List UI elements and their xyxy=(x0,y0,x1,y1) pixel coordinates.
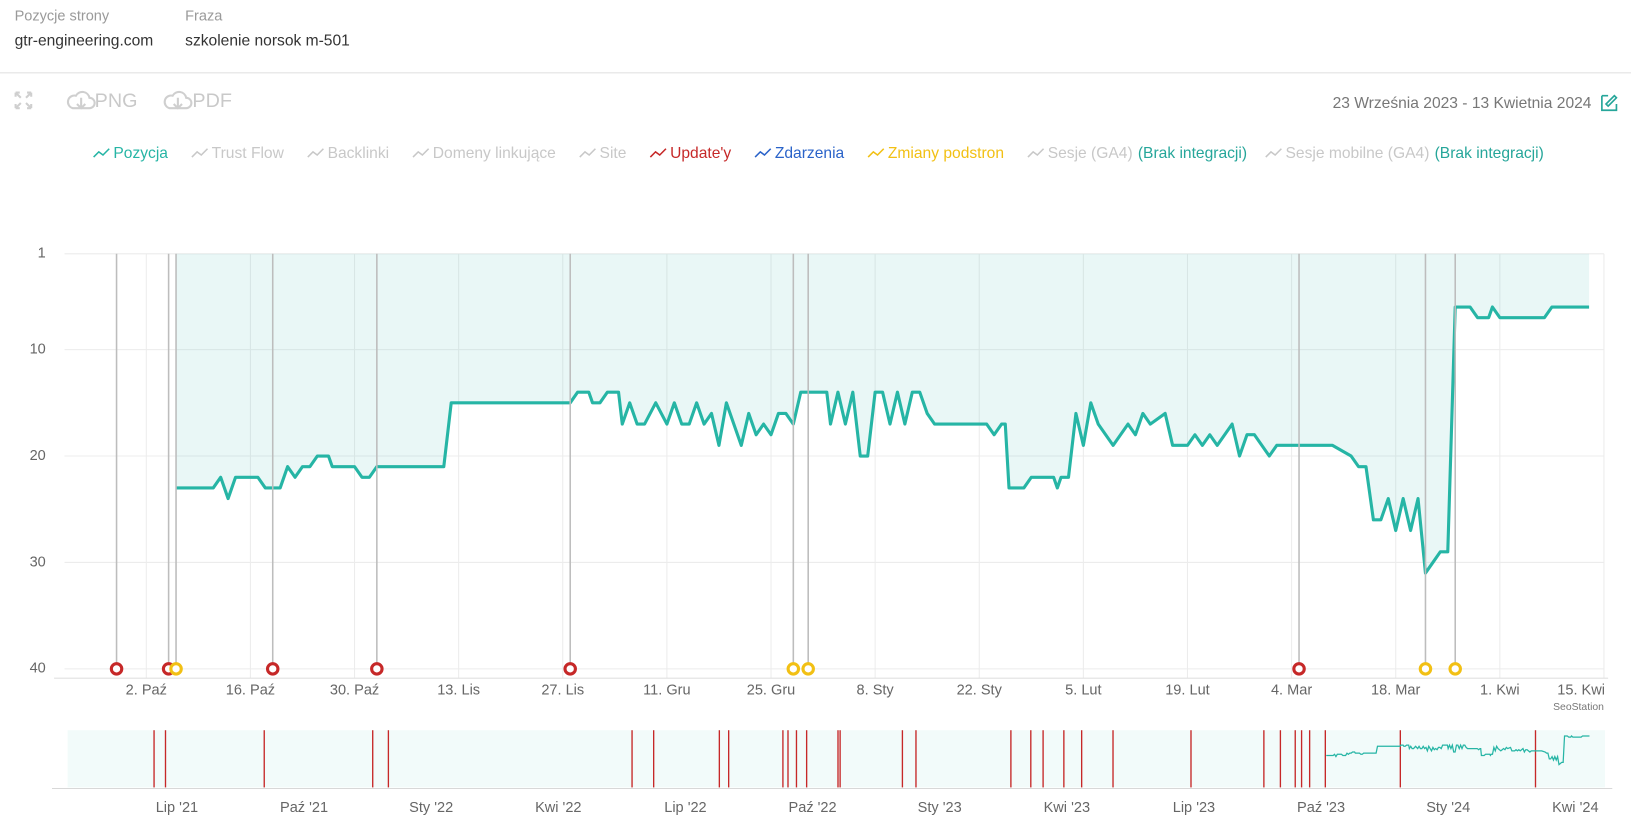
legend-label: Sesje (GA4) xyxy=(1048,145,1133,162)
date-range: 23 Września 2023 - 13 Kwietnia 2024 xyxy=(1333,95,1592,112)
button-label: PNG xyxy=(95,90,138,112)
event-marker[interactable] xyxy=(801,662,815,676)
navigator-tick-label: Paź '23 xyxy=(1297,800,1345,816)
fullscreen-icon[interactable] xyxy=(14,91,33,110)
button-label: PDF xyxy=(192,90,232,112)
y-tick-label: 40 xyxy=(30,661,46,677)
legend-label: Backlinki xyxy=(328,145,390,162)
legend-note: (Brak integracji) xyxy=(1435,145,1544,162)
event-marker[interactable] xyxy=(265,662,280,676)
legend-item[interactable]: Sesje (GA4) (Brak integracji) xyxy=(1027,145,1247,162)
x-tick-label: 18. Mar xyxy=(1371,683,1420,699)
credit: SeoStation xyxy=(1553,702,1604,713)
legend-icon xyxy=(93,148,110,158)
legend-label: Pozycja xyxy=(113,145,168,162)
event-marker[interactable] xyxy=(1418,662,1433,676)
legend-label: Zmiany podstron xyxy=(888,145,1004,162)
legend-item[interactable]: Sesje mobilne (GA4) (Brak integracji) xyxy=(1265,145,1544,162)
legend-note: (Brak integracji) xyxy=(1138,145,1247,162)
navigator-tick-label: Paź '21 xyxy=(280,800,328,816)
legend-icon xyxy=(412,148,430,158)
legend-icon xyxy=(1265,148,1282,158)
legend-label: Update'y xyxy=(670,145,731,162)
legend-icon xyxy=(307,148,324,158)
legend-label: Trust Flow xyxy=(212,145,285,162)
y-tick-label: 10 xyxy=(30,341,46,357)
cloud-icon xyxy=(163,90,193,110)
x-tick-label: 27. Lis xyxy=(541,683,584,699)
legend-icon xyxy=(649,148,667,158)
x-tick-label: 1. Kwi xyxy=(1480,683,1520,699)
pdf-button[interactable]: PDF xyxy=(163,90,232,112)
event-marker[interactable] xyxy=(786,662,801,676)
x-tick-label: 5. Lut xyxy=(1065,683,1101,699)
navigator-tick-label: Sty '23 xyxy=(918,800,962,816)
event-marker[interactable] xyxy=(1448,662,1462,676)
legend-item[interactable]: Zmiany podstron xyxy=(867,145,1004,162)
plot: 1 10 20 30 40 2. Paź 16. Paź 30. Paź 13. Lis 27. … xyxy=(30,246,1613,816)
x-tick-label: 30. Paź xyxy=(330,683,379,699)
event-marker[interactable] xyxy=(1292,662,1306,676)
x-tick-label: 19. Lut xyxy=(1165,683,1210,699)
event-marker[interactable] xyxy=(370,662,384,676)
legend-item[interactable]: Zdarzenia xyxy=(754,145,845,162)
event-marker[interactable] xyxy=(109,662,124,676)
x-tick-label: 11. Gru xyxy=(643,683,690,699)
navigator-tick-label: Lip '23 xyxy=(1173,800,1215,816)
legend-icon xyxy=(1027,148,1045,158)
event-marker[interactable] xyxy=(563,662,577,676)
legend-item[interactable]: Domeny linkujące xyxy=(412,145,556,162)
navigator-tick-label: Sty '22 xyxy=(409,800,453,816)
legend-label: Domeny linkujące xyxy=(433,145,556,162)
cloud-icon xyxy=(66,90,96,110)
field-label: Fraza xyxy=(185,8,223,24)
navigator-line xyxy=(1326,735,1590,766)
x-tick-label: 16. Paź xyxy=(226,683,275,699)
edit-icon[interactable] xyxy=(1601,94,1618,112)
x-tick-label: 2. Paź xyxy=(126,683,167,699)
x-tick-label: 13. Lis xyxy=(437,683,480,699)
legend-icon xyxy=(579,148,596,158)
y-tick-label: 30 xyxy=(30,554,46,570)
legend: Pozycja Trust Flow Backlinki Domeny linkują… xyxy=(93,145,1544,162)
legend-item[interactable]: Backlinki xyxy=(307,145,390,162)
navigator-tick-label: Lip '22 xyxy=(664,800,706,816)
navigator-tick-label: Kwi '22 xyxy=(535,800,581,816)
x-tick-label: 4. Mar xyxy=(1271,683,1312,699)
x-tick-label: 15. Kwi xyxy=(1557,683,1605,699)
x-tick-label: 22. Sty xyxy=(957,683,1003,699)
png-button[interactable]: PNG xyxy=(66,90,138,112)
field-label: Pozycje strony xyxy=(15,8,110,24)
legend-label: Site xyxy=(600,145,627,162)
x-tick-label: 25. Gru xyxy=(747,683,796,699)
navigator-tick-label: Kwi '24 xyxy=(1552,800,1598,816)
legend-item[interactable]: Site xyxy=(579,145,627,162)
field-value: szkolenie norsok m-501 xyxy=(185,33,350,50)
legend-icon xyxy=(754,148,772,158)
legend-icon xyxy=(867,148,885,158)
legend-item[interactable]: Trust Flow xyxy=(191,145,285,162)
legend-label: Sesje mobilne (GA4) xyxy=(1286,145,1430,162)
legend-item[interactable]: Pozycja xyxy=(93,145,169,162)
y-tick-label: 1 xyxy=(38,246,46,262)
event-marker[interactable] xyxy=(169,662,183,676)
field-value: gtr-engineering.com xyxy=(15,33,154,50)
navigator-tick-label: Paź '22 xyxy=(789,800,837,816)
navigator-tick-label: Lip '21 xyxy=(156,800,198,816)
area xyxy=(176,253,1590,574)
legend-icon xyxy=(191,148,209,158)
legend-label: Zdarzenia xyxy=(775,145,845,162)
navigator-bg xyxy=(67,730,1605,788)
navigator-tick-label: Kwi '23 xyxy=(1044,800,1090,816)
navigator-tick-label: Sty '24 xyxy=(1426,800,1470,816)
legend-item[interactable]: Update'y xyxy=(649,145,731,162)
y-tick-label: 20 xyxy=(30,448,46,464)
x-tick-label: 8. Sty xyxy=(857,683,895,699)
